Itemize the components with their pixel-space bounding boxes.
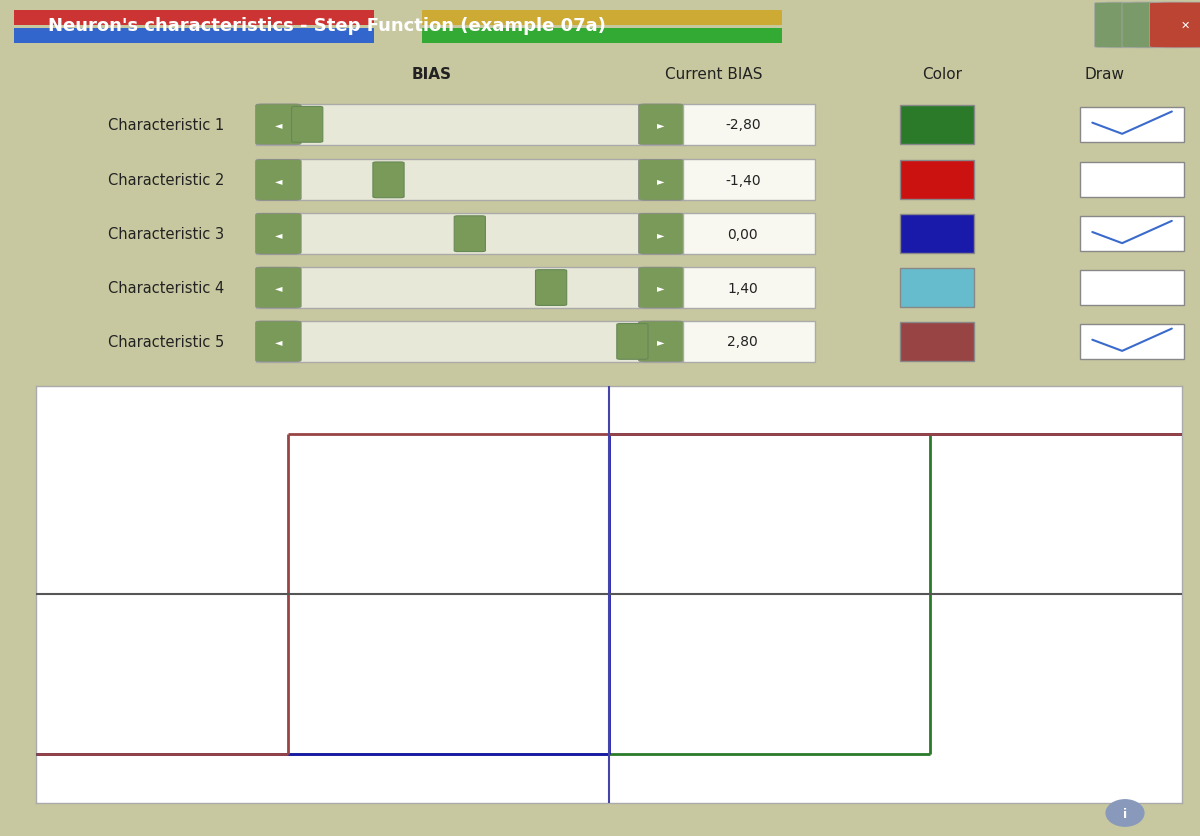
Text: ◄: ◄	[275, 283, 282, 293]
FancyBboxPatch shape	[256, 268, 684, 308]
Text: Neuron's characteristics - Step Function (example 07a): Neuron's characteristics - Step Function…	[48, 17, 606, 35]
Text: ◄: ◄	[275, 120, 282, 130]
Text: Current BIAS: Current BIAS	[665, 67, 763, 82]
FancyBboxPatch shape	[422, 11, 782, 27]
FancyBboxPatch shape	[256, 161, 684, 201]
Text: Characteristic 3: Characteristic 3	[108, 227, 224, 242]
FancyBboxPatch shape	[292, 107, 323, 143]
Text: ◄: ◄	[275, 229, 282, 239]
FancyBboxPatch shape	[1094, 3, 1166, 48]
FancyBboxPatch shape	[900, 269, 974, 308]
FancyBboxPatch shape	[14, 11, 374, 27]
FancyBboxPatch shape	[256, 104, 301, 145]
FancyBboxPatch shape	[900, 323, 974, 361]
FancyBboxPatch shape	[14, 28, 374, 44]
Text: 2,80: 2,80	[727, 335, 758, 349]
FancyBboxPatch shape	[683, 322, 815, 362]
Text: ►: ►	[658, 283, 665, 293]
FancyBboxPatch shape	[256, 104, 684, 145]
FancyBboxPatch shape	[638, 322, 684, 362]
Text: Characteristic 2: Characteristic 2	[108, 173, 224, 188]
FancyBboxPatch shape	[683, 214, 815, 255]
FancyBboxPatch shape	[638, 214, 684, 255]
FancyBboxPatch shape	[617, 324, 648, 359]
FancyBboxPatch shape	[256, 214, 684, 255]
FancyBboxPatch shape	[454, 217, 485, 252]
FancyBboxPatch shape	[422, 28, 782, 44]
FancyBboxPatch shape	[638, 268, 684, 308]
Text: -2,80: -2,80	[725, 118, 761, 132]
FancyBboxPatch shape	[900, 106, 974, 145]
FancyBboxPatch shape	[256, 268, 301, 308]
Text: Color: Color	[922, 67, 962, 82]
FancyBboxPatch shape	[535, 270, 566, 306]
Text: i: i	[1123, 807, 1127, 820]
FancyBboxPatch shape	[256, 161, 301, 201]
Text: Characteristic 1: Characteristic 1	[108, 118, 224, 133]
Text: ►: ►	[658, 229, 665, 239]
Text: ◄: ◄	[275, 337, 282, 347]
Text: 0,00: 0,00	[727, 227, 758, 242]
FancyBboxPatch shape	[683, 104, 815, 145]
FancyBboxPatch shape	[683, 268, 815, 308]
Circle shape	[1106, 800, 1144, 826]
FancyBboxPatch shape	[1080, 271, 1184, 306]
FancyBboxPatch shape	[1150, 3, 1200, 48]
FancyBboxPatch shape	[1080, 163, 1184, 198]
FancyBboxPatch shape	[900, 161, 974, 200]
Text: Characteristic 4: Characteristic 4	[108, 281, 224, 296]
FancyBboxPatch shape	[373, 163, 404, 198]
Text: -1,40: -1,40	[725, 174, 761, 187]
Text: Characteristic 5: Characteristic 5	[108, 334, 224, 349]
Text: BIAS: BIAS	[412, 67, 452, 82]
FancyBboxPatch shape	[1080, 217, 1184, 252]
Text: Draw: Draw	[1084, 67, 1124, 82]
Text: ◄: ◄	[275, 176, 282, 186]
FancyBboxPatch shape	[638, 161, 684, 201]
Text: □: □	[1153, 21, 1163, 31]
FancyBboxPatch shape	[1080, 324, 1184, 359]
Text: ►: ►	[658, 176, 665, 186]
Text: ✕: ✕	[1181, 21, 1190, 31]
Text: ►: ►	[658, 337, 665, 347]
FancyBboxPatch shape	[256, 214, 301, 255]
FancyBboxPatch shape	[683, 161, 815, 201]
FancyBboxPatch shape	[1122, 3, 1194, 48]
Text: ─: ─	[1127, 21, 1134, 31]
FancyBboxPatch shape	[256, 322, 301, 362]
FancyBboxPatch shape	[638, 104, 684, 145]
FancyBboxPatch shape	[1080, 108, 1184, 143]
FancyBboxPatch shape	[900, 215, 974, 254]
Text: 1,40: 1,40	[727, 281, 758, 295]
Text: ►: ►	[658, 120, 665, 130]
FancyBboxPatch shape	[256, 322, 684, 362]
